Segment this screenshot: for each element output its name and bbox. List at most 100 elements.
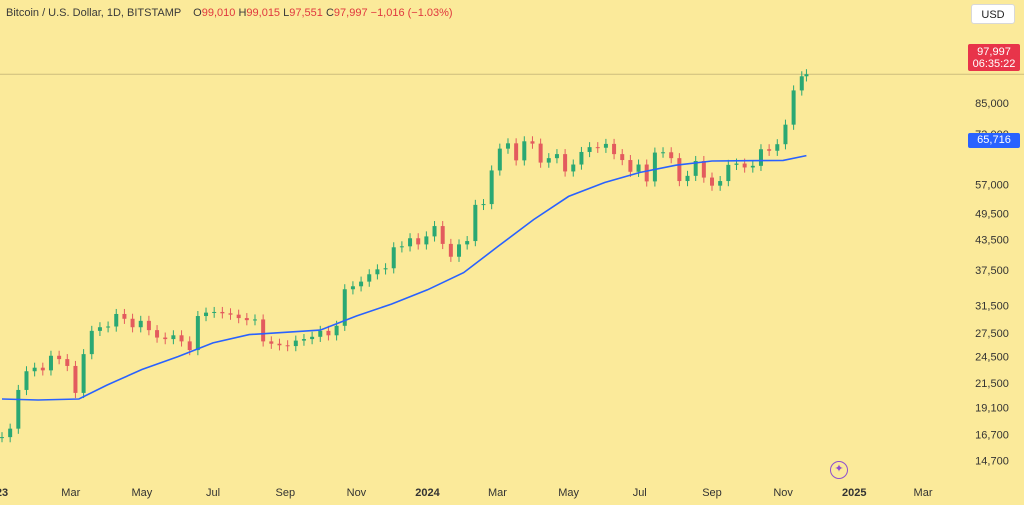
- y-tick-label: 16,700: [975, 430, 1009, 442]
- candle-body: [40, 367, 45, 371]
- candle-body: [130, 318, 135, 328]
- x-tick-label: May: [132, 487, 153, 499]
- candle-body: [375, 269, 380, 275]
- candle-body: [171, 335, 176, 340]
- high-key: H: [238, 7, 247, 19]
- x-tick-label: Sep: [276, 487, 296, 499]
- candle-body: [742, 163, 747, 168]
- high-value: 99,015: [246, 7, 281, 19]
- x-tick-label: 2025: [842, 487, 866, 499]
- candle-body: [301, 339, 306, 341]
- candle-body: [685, 175, 690, 182]
- candle-body: [122, 313, 127, 319]
- candle-body: [16, 389, 21, 429]
- candle-body: [718, 181, 723, 186]
- x-tick-label: Nov: [347, 487, 367, 499]
- candle-body: [146, 320, 151, 331]
- candle-body: [726, 164, 731, 182]
- x-tick-label: Nov: [773, 487, 793, 499]
- candle-body: [440, 226, 445, 244]
- candle-body: [391, 247, 396, 269]
- candle-body: [473, 204, 478, 242]
- candle-body: [220, 311, 225, 314]
- candle-body: [97, 327, 102, 331]
- candle-body: [750, 165, 755, 168]
- candle-body: [408, 238, 413, 247]
- candle-body: [212, 311, 217, 313]
- candle-body: [342, 289, 347, 326]
- x-tick-label: Mar: [61, 487, 80, 499]
- sparkle-icon[interactable]: ✦: [830, 461, 848, 479]
- candle-body: [195, 316, 200, 351]
- x-tick-label: Mar: [914, 487, 933, 499]
- candle-body: [546, 158, 551, 163]
- x-tick-label: Jul: [206, 487, 220, 499]
- candle-body: [285, 345, 290, 347]
- candle-body: [48, 355, 53, 371]
- candle-body: [587, 147, 592, 152]
- candle-body: [579, 151, 584, 165]
- x-tick-label: 2024: [415, 487, 440, 499]
- y-tick-label: 14,700: [975, 456, 1009, 468]
- candle-body: [81, 354, 86, 393]
- currency-button[interactable]: USD: [971, 4, 1015, 24]
- candle-body: [399, 246, 404, 248]
- candle-body: [261, 319, 266, 342]
- y-tick-label: 85,000: [975, 98, 1009, 110]
- candle-body: [65, 359, 70, 366]
- last-price-tag: 97,997 06:35:22: [968, 44, 1020, 71]
- candle-body: [204, 312, 209, 317]
- candle-body: [603, 143, 608, 148]
- candle-body: [138, 320, 143, 328]
- candle-body: [620, 154, 625, 161]
- candle-body: [89, 330, 94, 355]
- candle-body: [571, 164, 576, 172]
- candle-body: [481, 204, 486, 206]
- candle-body: [155, 330, 160, 338]
- x-tick-label: May: [558, 487, 579, 499]
- chart-legend: Bitcoin / U.S. Dollar, 1D, BITSTAMP O99,…: [6, 7, 453, 19]
- candle-body: [244, 318, 249, 321]
- x-tick-label: Jul: [633, 487, 647, 499]
- candle-body: [522, 141, 527, 161]
- candle-body: [497, 148, 502, 171]
- candle-body: [465, 241, 470, 245]
- change-value: −1,016 (−1.03%): [370, 7, 453, 19]
- y-tick-label: 31,500: [975, 300, 1009, 312]
- last-price-value: 97,997: [977, 46, 1011, 58]
- candle-body: [163, 337, 168, 340]
- open-key: O: [193, 7, 202, 19]
- low-value: 97,551: [289, 7, 323, 19]
- candle-body: [652, 152, 657, 182]
- candle-body: [563, 154, 568, 172]
- candle-body: [799, 76, 804, 91]
- y-tick-label: 24,500: [975, 352, 1009, 364]
- candle-body: [187, 341, 192, 351]
- open-value: 99,010: [201, 7, 236, 19]
- candle-body: [310, 336, 315, 340]
- candle-body: [367, 274, 372, 282]
- close-value: 97,997: [333, 7, 368, 19]
- candle-body: [8, 428, 13, 438]
- candle-body: [0, 437, 4, 439]
- candle-body: [448, 243, 453, 257]
- candle-body: [383, 268, 388, 270]
- candle-body: [514, 143, 519, 161]
- low-key: L: [283, 7, 290, 19]
- candle-body: [783, 124, 788, 145]
- candle-body: [644, 164, 649, 182]
- candle-body: [791, 90, 796, 125]
- candle-body: [334, 325, 339, 336]
- y-tick-label: 43,500: [975, 235, 1009, 247]
- candle-body: [554, 154, 559, 159]
- candle-body: [530, 141, 535, 144]
- candle-body: [701, 160, 706, 178]
- moving-average-tag: 65,716: [968, 133, 1020, 148]
- moving-average-line: [1, 154, 807, 401]
- symbol-title: Bitcoin / U.S. Dollar, 1D, BITSTAMP: [6, 7, 182, 19]
- candle-body: [114, 313, 119, 327]
- candle-body: [505, 143, 510, 149]
- x-tick-label: Sep: [702, 487, 722, 499]
- candle-body: [538, 143, 543, 163]
